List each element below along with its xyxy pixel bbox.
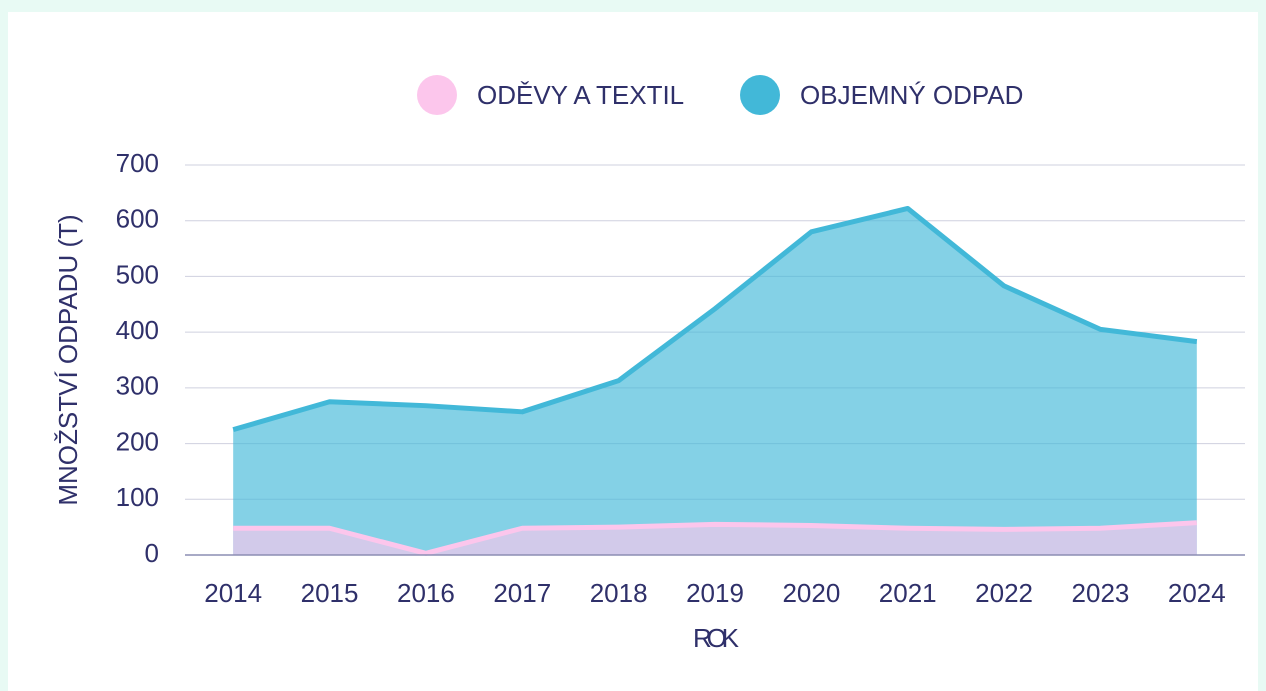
y-tick-label: 300 [116, 371, 159, 401]
x-tick-label: 2018 [590, 578, 648, 608]
legend-label: ODĚVY A TEXTIL [477, 80, 684, 110]
y-tick-label: 100 [116, 482, 159, 512]
y-tick-label: 0 [145, 538, 159, 568]
line [232, 205, 1198, 433]
x-tick-label: 2016 [397, 578, 455, 608]
x-tick-label: 2020 [782, 578, 840, 608]
x-tick-label: 2014 [204, 578, 262, 608]
x-tick-label: 2019 [686, 578, 744, 608]
x-tick-label: 2015 [301, 578, 359, 608]
line [233, 520, 1197, 556]
x-tick-label: 2023 [1072, 578, 1130, 608]
x-tick-label: 2021 [879, 578, 937, 608]
y-tick-label: 500 [116, 259, 159, 289]
legend-label: OBJEMNÝ ODPAD [800, 80, 1023, 110]
legend-swatch [740, 75, 780, 115]
y-tick-label: 400 [116, 315, 159, 345]
y-tick-label: 600 [116, 204, 159, 234]
x-axis-label: ROK [693, 623, 740, 653]
y-tick-label: 700 [116, 148, 159, 178]
y-tick-label: 200 [116, 426, 159, 456]
x-tick-label: 2024 [1168, 578, 1226, 608]
legend-swatch [417, 75, 457, 115]
y-axis-label: MNOŽSTVÍ ODPADU (T) [53, 214, 83, 505]
x-tick-label: 2017 [493, 578, 551, 608]
x-tick-label: 2022 [975, 578, 1033, 608]
area [233, 208, 1197, 555]
